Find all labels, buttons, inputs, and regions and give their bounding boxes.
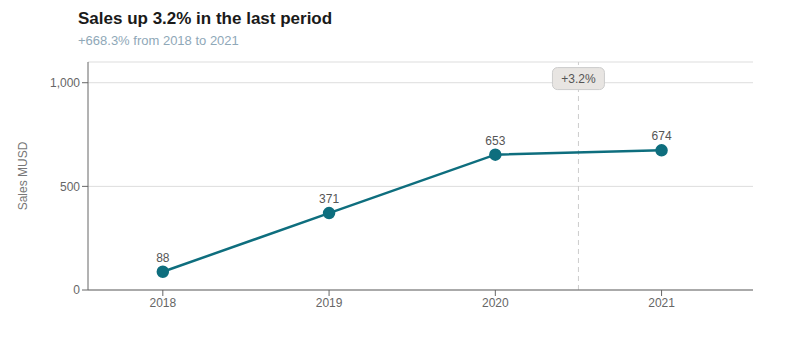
svg-text:653: 653 — [485, 134, 505, 148]
html-text:Sales up 3.2% in the last peri: Sales up 3.2% in the last period — [78, 9, 333, 28]
svg-text:2020: 2020 — [482, 296, 509, 310]
svg-text:500: 500 — [60, 180, 80, 194]
svg-text:1,000: 1,000 — [50, 76, 80, 90]
svg-text:+3.2%: +3.2% — [561, 72, 596, 86]
svg-text:88: 88 — [156, 251, 170, 265]
svg-text:0: 0 — [73, 283, 80, 297]
svg-text:Sales MUSD: Sales MUSD — [16, 141, 30, 210]
html-text:+668.3% from 2018 to 2021: +668.3% from 2018 to 2021 — [78, 33, 239, 48]
svg-text:2018: 2018 — [149, 296, 176, 310]
svg-text:371: 371 — [319, 192, 339, 206]
svg-text:2021: 2021 — [648, 296, 675, 310]
svg-text:2019: 2019 — [316, 296, 343, 310]
svg-text:674: 674 — [652, 129, 672, 143]
